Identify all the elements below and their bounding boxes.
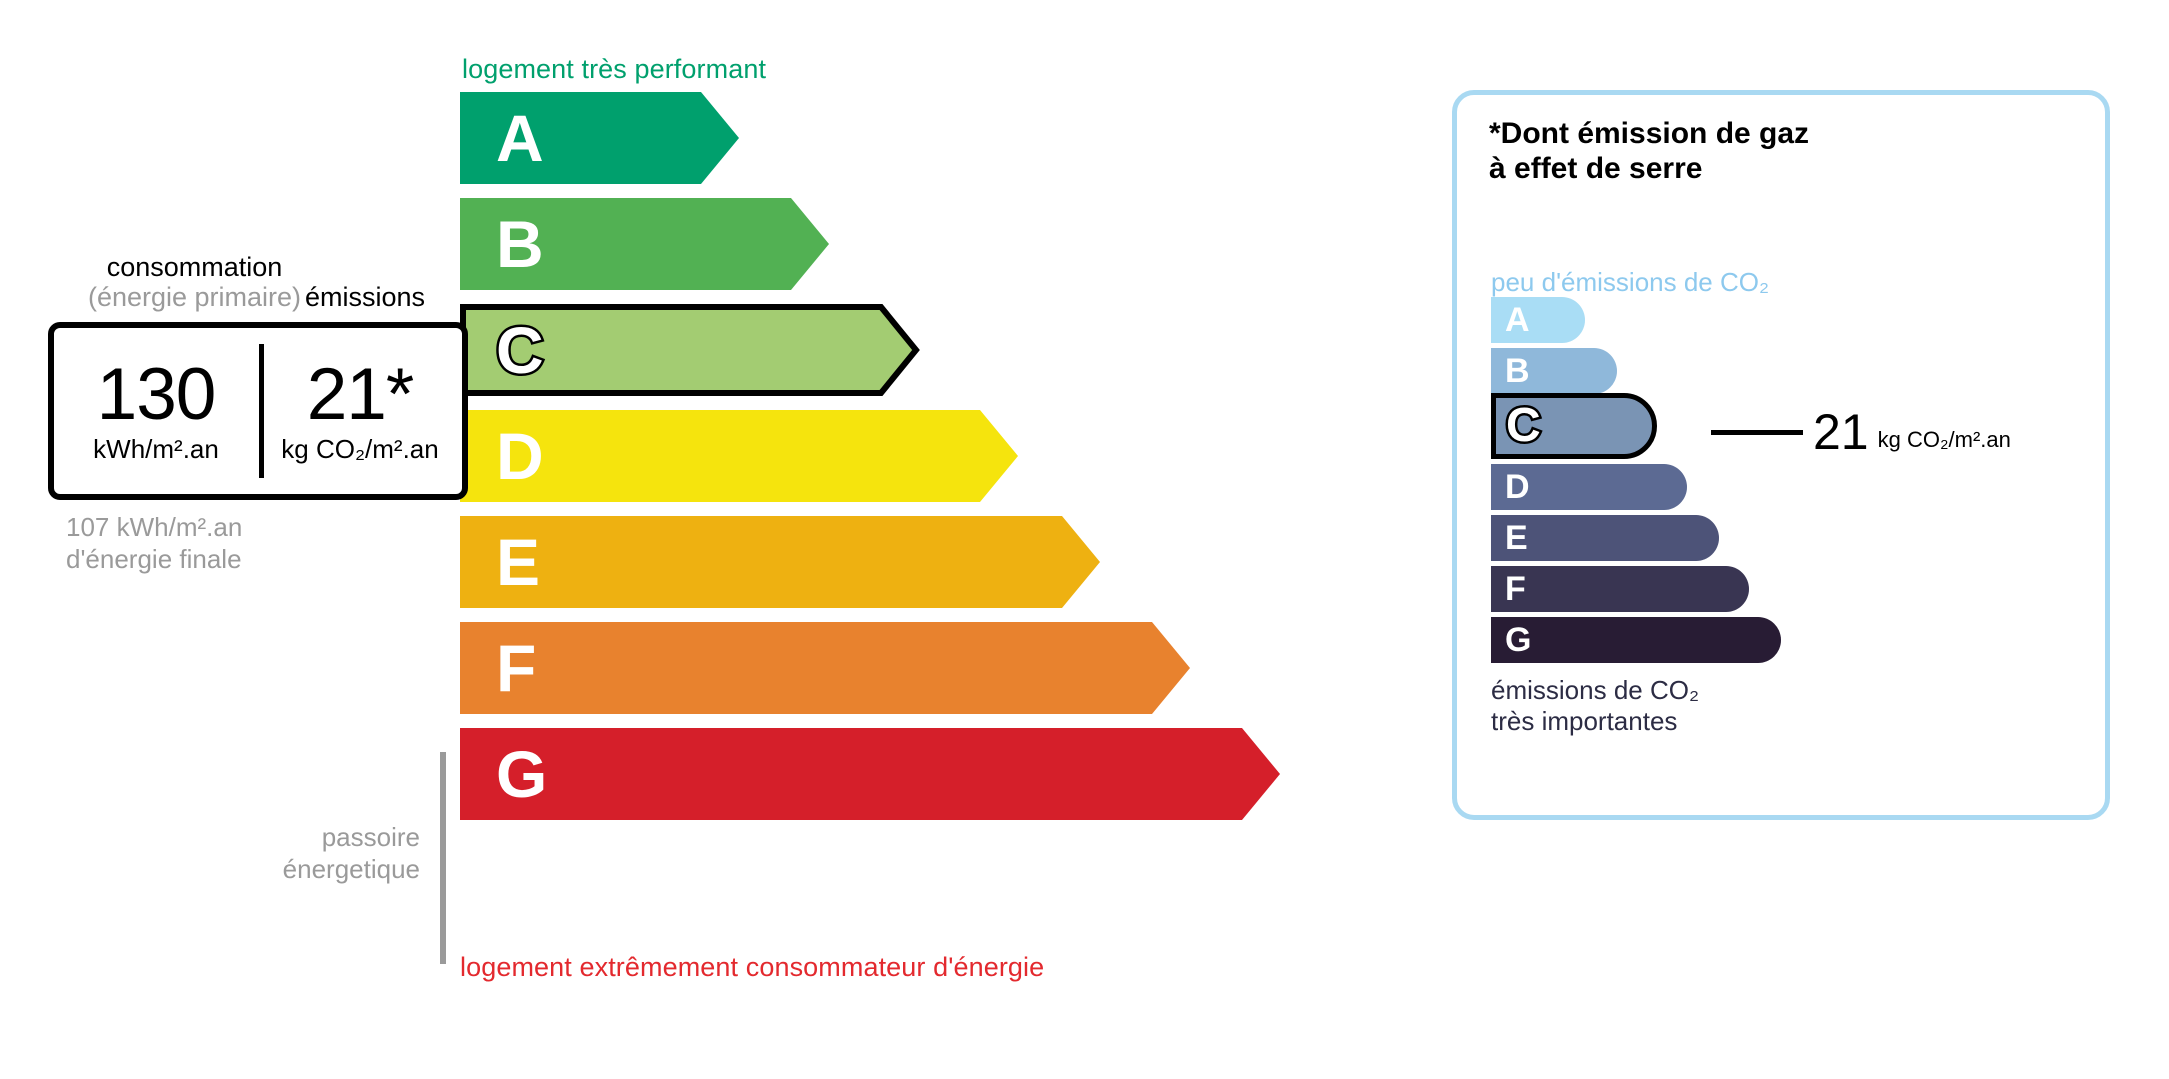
ges-class-bar-f: F bbox=[1491, 566, 1749, 612]
emissions-unit: kg CO₂/m².an bbox=[281, 433, 439, 464]
ges-title-line2: à effet de serre bbox=[1489, 151, 1703, 185]
consumption-value-cell: 130 kWh/m².an bbox=[54, 328, 258, 494]
energy-class-arrow-b bbox=[460, 198, 831, 290]
scale-bottom-label: logement extrêmement consommateur d'éner… bbox=[460, 952, 1045, 982]
ges-callout-value: 21 bbox=[1813, 404, 1869, 460]
passoire-label-line2: énergetique bbox=[282, 853, 420, 884]
energy-class-arrow-d bbox=[460, 410, 1020, 502]
ges-class-letter: B bbox=[1505, 352, 1530, 390]
passoire-label: passoire énergetique bbox=[180, 822, 420, 885]
ges-class-letter: A bbox=[1505, 301, 1530, 339]
ges-class-bar-g: G bbox=[1491, 617, 1781, 663]
ges-class-bar-a: A bbox=[1491, 297, 1585, 343]
energy-class-arrow-f bbox=[460, 622, 1192, 714]
energy-class-row-f: F bbox=[460, 622, 1280, 714]
ges-title: *Dont émission de gaz à effet de serre bbox=[1489, 117, 1809, 187]
emissions-value-cell: 21* kg CO₂/m².an bbox=[258, 328, 462, 494]
consumption-header: consommation (énergie primaire) bbox=[62, 252, 327, 312]
ges-class-bar-b: B bbox=[1491, 348, 1617, 394]
ges-class-bar-d: D bbox=[1491, 464, 1687, 510]
consumption-header-main: consommation bbox=[106, 252, 283, 282]
final-energy-note: 107 kWh/m².an d'énergie finale bbox=[66, 512, 242, 575]
energy-class-arrow-e bbox=[460, 516, 1102, 608]
ges-class-bar-e: E bbox=[1491, 515, 1719, 561]
final-energy-caption: d'énergie finale bbox=[66, 543, 242, 574]
consumption-header-sub: (énergie primaire) bbox=[87, 282, 302, 313]
consumption-value: 130 bbox=[96, 354, 217, 436]
energy-class-row-d: D bbox=[460, 410, 1280, 502]
ges-class-letter: F bbox=[1505, 570, 1526, 608]
energy-class-row-e: E bbox=[460, 516, 1280, 608]
scale-top-label: logement très performant bbox=[462, 54, 767, 84]
passoire-label-line1: passoire bbox=[321, 822, 420, 852]
final-energy-value: 107 kWh/m².an bbox=[66, 512, 243, 542]
ges-class-letter: D bbox=[1505, 468, 1530, 506]
energy-class-row-b: B bbox=[460, 198, 1280, 290]
ges-leader-line bbox=[1711, 429, 1803, 435]
ges-class-letter: G bbox=[1505, 621, 1532, 659]
energy-class-arrow-g bbox=[460, 728, 1282, 820]
passoire-bracket bbox=[440, 752, 446, 964]
ges-bottom-label-line1: émissions de CO₂ bbox=[1491, 675, 1700, 705]
ges-bottom-label: émissions de CO₂ très importantes bbox=[1491, 675, 1699, 737]
value-box: 130 kWh/m².an 21* kg CO₂/m².an bbox=[48, 322, 468, 500]
ges-bottom-label-line2: très importantes bbox=[1491, 706, 1678, 737]
ges-callout-unit: kg CO₂/m².an bbox=[1877, 427, 2011, 452]
emissions-header: émissions bbox=[305, 282, 426, 312]
ges-class-bar-c: C bbox=[1491, 393, 1657, 459]
ges-class-letter: E bbox=[1505, 519, 1528, 557]
value-box-divider bbox=[258, 344, 264, 478]
emissions-value: 21* bbox=[306, 354, 415, 436]
ges-title-line1: *Dont émission de gaz bbox=[1489, 117, 1810, 150]
energy-class-row-a: A bbox=[460, 92, 1280, 184]
ges-callout: 21 kg CO₂/m².an bbox=[1711, 407, 2011, 457]
energy-class-row-g: G bbox=[460, 728, 1280, 820]
ges-panel: *Dont émission de gaz à effet de serre p… bbox=[1452, 90, 2110, 820]
energy-class-arrow-a bbox=[460, 92, 741, 184]
energy-class-arrow-c bbox=[460, 304, 921, 396]
energy-class-row-c: C bbox=[460, 304, 1280, 396]
ges-top-label: peu d'émissions de CO₂ bbox=[1491, 267, 1770, 297]
ges-class-letter: C bbox=[1504, 399, 1544, 452]
consumption-unit: kWh/m².an bbox=[93, 433, 219, 464]
